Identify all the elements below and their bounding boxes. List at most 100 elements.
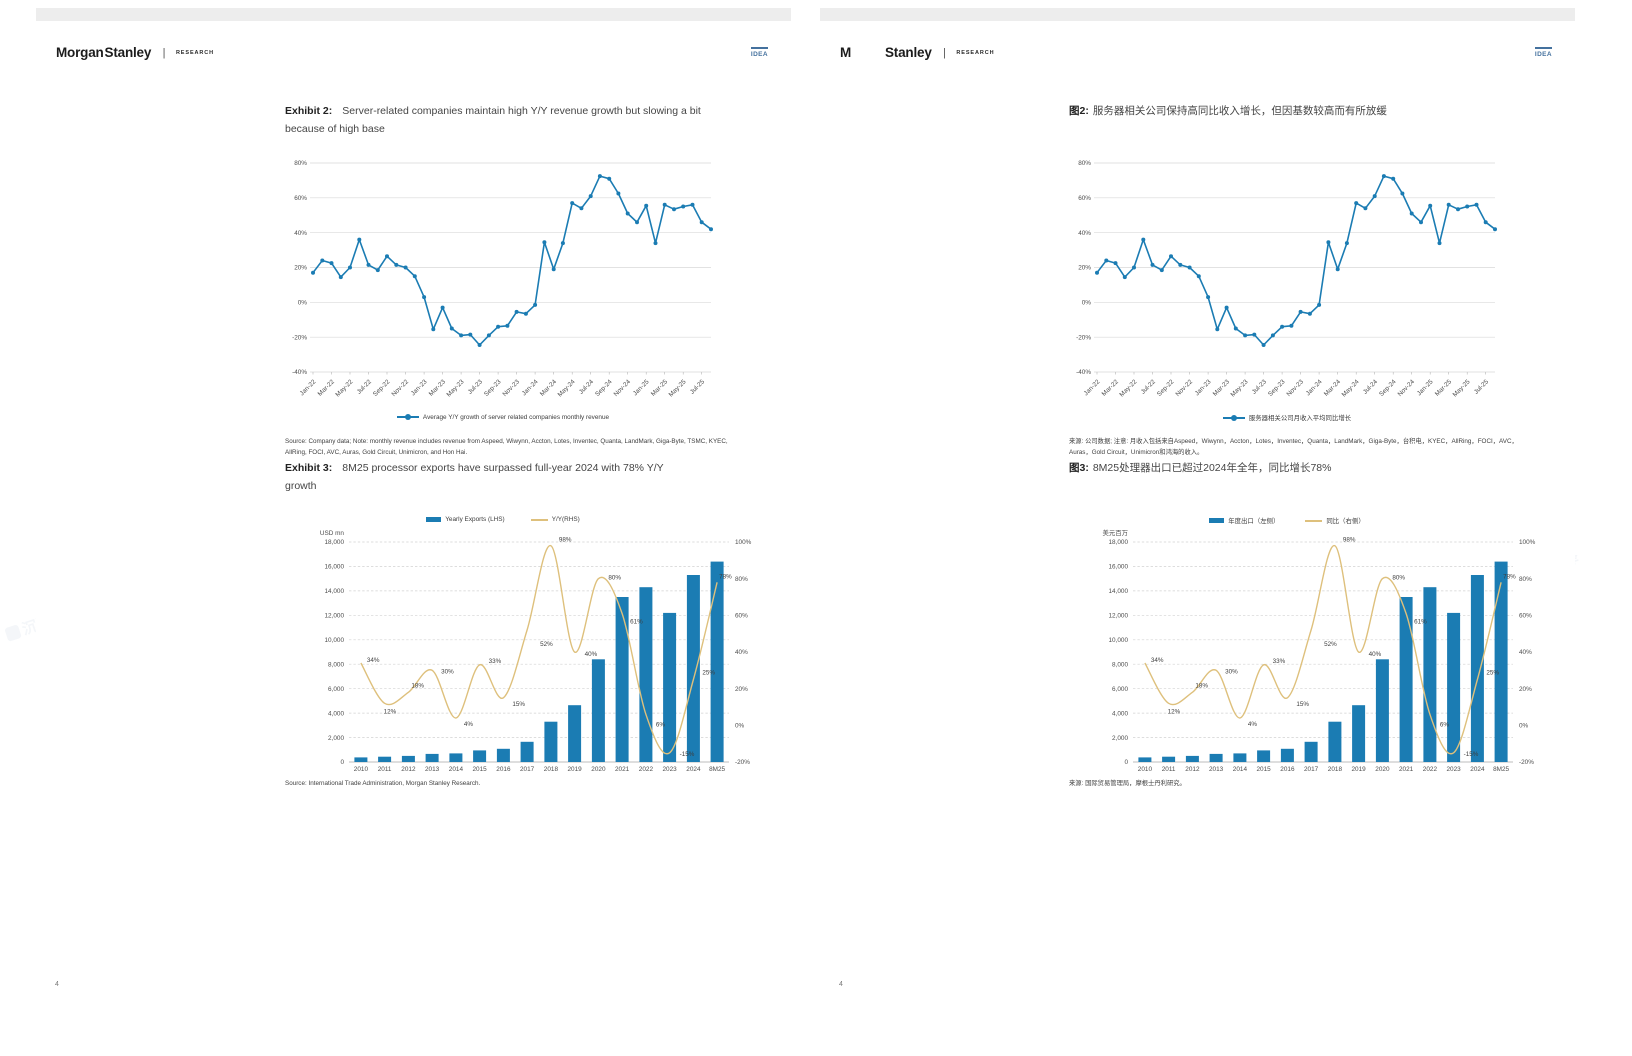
svg-text:Nov-24: Nov-24 bbox=[613, 378, 633, 398]
svg-text:8M25: 8M25 bbox=[709, 766, 725, 773]
svg-text:Jan-23: Jan-23 bbox=[410, 378, 429, 397]
svg-text:2019: 2019 bbox=[1351, 766, 1366, 773]
exhibit3-label: 图3: bbox=[1069, 462, 1089, 474]
svg-text:80%: 80% bbox=[1078, 160, 1091, 167]
svg-text:-20%: -20% bbox=[292, 334, 307, 341]
exhibit3-legend: Yearly Exports (LHS) Y/Y(RHS) bbox=[283, 516, 723, 523]
header-strip bbox=[36, 8, 791, 21]
svg-text:2023: 2023 bbox=[662, 766, 677, 773]
exhibit3-combo-chart: 0 2,000 4,000 6,000 8,000 10,000 12,000 14,000 1… bbox=[1102, 528, 1535, 773]
svg-text:6%: 6% bbox=[656, 721, 666, 728]
svg-text:18%: 18% bbox=[411, 682, 424, 689]
svg-text:4%: 4% bbox=[1248, 721, 1258, 728]
svg-text:40%: 40% bbox=[1519, 649, 1532, 656]
exhibit2-legend-label: 服务器相关公司月收入平均同比增长 bbox=[1248, 415, 1352, 422]
svg-text:15%: 15% bbox=[512, 701, 525, 708]
svg-text:4,000: 4,000 bbox=[1112, 710, 1128, 717]
svg-text:0%: 0% bbox=[1082, 300, 1092, 307]
svg-text:2,000: 2,000 bbox=[1112, 735, 1128, 742]
svg-text:2017: 2017 bbox=[1304, 766, 1319, 773]
svg-text:20%: 20% bbox=[294, 265, 307, 272]
svg-text:0%: 0% bbox=[1519, 723, 1529, 730]
svg-text:2013: 2013 bbox=[425, 766, 440, 773]
svg-text:40%: 40% bbox=[294, 230, 307, 237]
svg-text:Nov-23: Nov-23 bbox=[501, 378, 521, 398]
brand-name-part1: Morgan bbox=[56, 45, 104, 60]
svg-text:52%: 52% bbox=[1324, 641, 1337, 648]
svg-text:2017: 2017 bbox=[520, 766, 535, 773]
watermark-logo-icon bbox=[4, 623, 22, 642]
svg-text:Nov-22: Nov-22 bbox=[1174, 378, 1194, 398]
svg-text:-15%: -15% bbox=[1464, 751, 1479, 758]
svg-text:80%: 80% bbox=[608, 575, 621, 582]
svg-text:10,000: 10,000 bbox=[1108, 637, 1128, 644]
svg-text:-20%: -20% bbox=[1076, 334, 1091, 341]
svg-text:8,000: 8,000 bbox=[1112, 661, 1128, 668]
exhibit3-legend: 年度出口（左侧） 同比（右侧） bbox=[1067, 516, 1507, 525]
brand-research-label: RESEARCH bbox=[956, 50, 995, 56]
exhibit2-source: 来源: 公司数据; 注意: 月收入包括来自Aspeed，Wiwynn，Accto… bbox=[1069, 438, 1518, 456]
svg-text:2010: 2010 bbox=[354, 766, 369, 773]
brand-divider: | bbox=[943, 47, 946, 59]
svg-text:Sep-23: Sep-23 bbox=[1267, 378, 1287, 398]
exhibit2-legend-label: Average Y/Y growth of server related com… bbox=[422, 413, 610, 421]
exhibit3-source: Source: International Trade Administrati… bbox=[285, 780, 481, 787]
svg-text:2013: 2013 bbox=[1209, 766, 1224, 773]
svg-text:2020: 2020 bbox=[1375, 766, 1390, 773]
svg-text:Mar-23: Mar-23 bbox=[1212, 378, 1232, 398]
svg-text:Jan-22: Jan-22 bbox=[299, 378, 318, 397]
svg-text:2018: 2018 bbox=[544, 766, 559, 773]
svg-text:May-25: May-25 bbox=[668, 378, 688, 398]
page-number: 4 bbox=[839, 981, 843, 988]
svg-text:2016: 2016 bbox=[1280, 766, 1295, 773]
svg-text:0: 0 bbox=[1124, 759, 1128, 766]
exhibit2-title: Exhibit 2: Server-related companies maint… bbox=[285, 103, 729, 138]
svg-text:98%: 98% bbox=[559, 537, 572, 544]
brand-divider: | bbox=[162, 47, 166, 59]
brand-name-part1: M bbox=[840, 45, 852, 60]
exhibit2-label: Exhibit 2: bbox=[285, 105, 333, 117]
exhibit2-title-text: Server-related companies maintain high Y… bbox=[285, 105, 701, 135]
svg-text:2011: 2011 bbox=[1162, 766, 1176, 773]
svg-text:80%: 80% bbox=[735, 576, 748, 583]
svg-text:40%: 40% bbox=[735, 649, 748, 656]
svg-text:30%: 30% bbox=[1225, 668, 1238, 675]
exhibit3-legend-bar-label: 年度出口（左侧） bbox=[1228, 518, 1280, 525]
svg-text:6,000: 6,000 bbox=[1112, 686, 1128, 693]
svg-text:2012: 2012 bbox=[401, 766, 416, 773]
svg-text:May-24: May-24 bbox=[1341, 378, 1361, 398]
svg-text:52%: 52% bbox=[540, 641, 553, 648]
svg-text:-40%: -40% bbox=[1076, 369, 1091, 376]
svg-text:78%: 78% bbox=[719, 573, 732, 580]
exhibit3-title: 图3: 8M25处理器出口已超过2024年全年，同比增长78% bbox=[1069, 460, 1549, 478]
svg-text:8M25: 8M25 bbox=[1493, 766, 1509, 773]
svg-text:40%: 40% bbox=[1078, 230, 1091, 237]
svg-text:2014: 2014 bbox=[449, 766, 464, 773]
svg-text:60%: 60% bbox=[294, 195, 307, 202]
svg-text:40%: 40% bbox=[1369, 651, 1382, 658]
svg-text:May-24: May-24 bbox=[557, 378, 577, 398]
exhibit3-legend-line-label: Y/Y(RHS) bbox=[551, 516, 580, 523]
svg-text:-20%: -20% bbox=[735, 759, 750, 766]
exhibit2-title: 图2: 服务器相关公司保持高同比收入增长，但因基数较高而有所放缓 bbox=[1069, 103, 1549, 121]
svg-text:Nov-22: Nov-22 bbox=[390, 378, 410, 398]
svg-text:98%: 98% bbox=[1343, 537, 1356, 544]
exhibit3-title: Exhibit 3: 8M25 processor exports have su… bbox=[285, 460, 690, 495]
exhibit3-legend-bar-label: Yearly Exports (LHS) bbox=[445, 516, 505, 523]
svg-text:33%: 33% bbox=[489, 658, 502, 665]
svg-text:60%: 60% bbox=[735, 613, 748, 620]
svg-text:30%: 30% bbox=[441, 668, 454, 675]
svg-text:0%: 0% bbox=[735, 723, 745, 730]
svg-text:2012: 2012 bbox=[1185, 766, 1200, 773]
svg-text:0: 0 bbox=[340, 759, 344, 766]
svg-text:2016: 2016 bbox=[496, 766, 511, 773]
svg-text:Jan-24: Jan-24 bbox=[1305, 378, 1324, 397]
legend-line-swatch-icon bbox=[530, 518, 548, 521]
svg-text:80%: 80% bbox=[1392, 575, 1405, 582]
legend-bar-swatch-icon bbox=[1209, 518, 1225, 523]
svg-text:Jul-25: Jul-25 bbox=[689, 378, 707, 396]
svg-text:20%: 20% bbox=[1519, 686, 1532, 693]
exhibit3-title-text: 8M25处理器出口已超过2024年全年，同比增长78% bbox=[1092, 462, 1332, 474]
svg-text:12%: 12% bbox=[384, 708, 397, 715]
svg-text:78%: 78% bbox=[1503, 573, 1516, 580]
